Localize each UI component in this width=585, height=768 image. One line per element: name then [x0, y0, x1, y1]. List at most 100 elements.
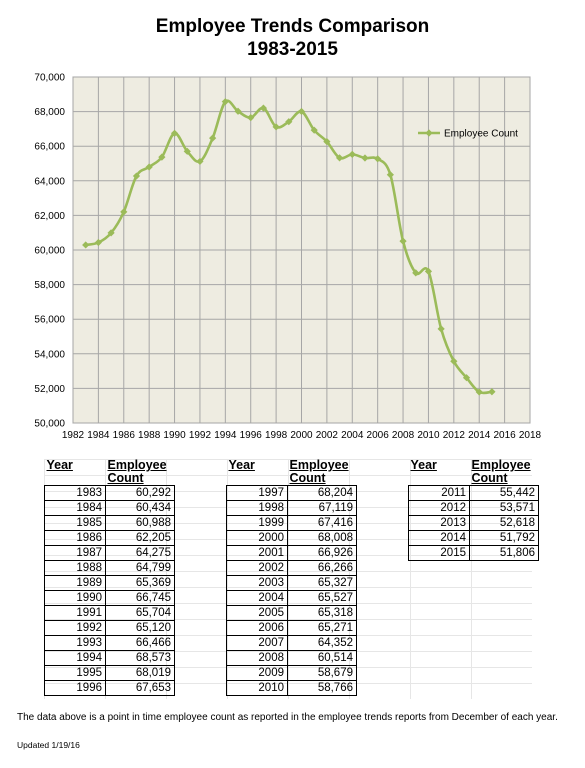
count-cell: 68,008	[287, 530, 357, 546]
data-point	[82, 241, 90, 249]
count-cell: 65,271	[287, 620, 357, 636]
data-point	[170, 129, 179, 137]
data-point	[424, 267, 433, 275]
data-point	[196, 157, 204, 166]
legend-label: Employee Count	[444, 129, 518, 140]
data-point	[437, 325, 445, 333]
count-cell: 65,704	[105, 605, 175, 621]
data-point	[310, 126, 318, 134]
year-cell: 2007	[226, 635, 288, 651]
table-row: 2008 60,514	[226, 650, 357, 666]
count-cell: 67,416	[287, 515, 357, 531]
data-point	[475, 388, 483, 396]
year-cell: 2014	[408, 530, 470, 546]
x-tick-label: 1998	[265, 430, 288, 441]
x-tick-label: 2000	[290, 430, 313, 441]
year-cell: 1989	[44, 575, 106, 591]
x-tick-label: 1992	[189, 430, 212, 441]
data-table-3: Year Employee Count 2011 55,442 2012 53,571 201…	[408, 459, 539, 561]
year-cell: 2011	[408, 485, 470, 501]
table-row: 2007 64,352	[226, 635, 357, 651]
y-tick-label: 58,000	[34, 280, 65, 291]
x-tick-label: 1990	[163, 430, 186, 441]
year-cell: 1992	[44, 620, 106, 636]
table-row: 1992 65,120	[44, 620, 175, 636]
header-employee-count: Employee Count	[289, 458, 349, 485]
year-cell: 1994	[44, 650, 106, 666]
table-header-row: Year Employee Count	[45, 459, 175, 486]
table-row: 2014 51,792	[408, 530, 539, 546]
year-cell: 1983	[44, 485, 106, 501]
count-cell: 65,318	[287, 605, 357, 621]
table-row: 1990 66,745	[44, 590, 175, 606]
y-tick-label: 62,000	[34, 211, 65, 222]
table-row: 2015 51,806	[408, 545, 539, 561]
x-tick-label: 2012	[443, 430, 466, 441]
table-row: 2012 53,571	[408, 500, 539, 516]
count-cell: 67,653	[105, 680, 175, 696]
table-row: 1996 67,653	[44, 680, 175, 696]
x-tick-label: 1996	[240, 430, 263, 441]
table-row: 1989 65,369	[44, 575, 175, 591]
y-tick-label: 66,000	[34, 142, 65, 153]
x-tick-label: 2014	[468, 430, 491, 441]
year-cell: 2012	[408, 500, 470, 516]
header-employee-count: Employee Count	[107, 458, 167, 485]
data-point	[221, 98, 229, 106]
data-point	[272, 123, 280, 131]
year-cell: 1986	[44, 530, 106, 546]
table-header-row: Year Employee Count	[409, 459, 539, 486]
data-point	[158, 153, 166, 161]
table-row: 1997 68,204	[226, 485, 357, 501]
count-cell: 66,926	[287, 545, 357, 561]
table-row: 2009 58,679	[226, 665, 357, 681]
year-cell: 1988	[44, 560, 106, 576]
year-cell: 2001	[226, 545, 288, 561]
x-tick-label: 1984	[87, 430, 110, 441]
y-tick-label: 68,000	[34, 107, 65, 118]
count-cell: 65,327	[287, 575, 357, 591]
y-tick-label: 54,000	[34, 349, 65, 360]
legend-marker	[425, 129, 433, 137]
table-row: 1987 64,275	[44, 545, 175, 561]
table-row: 1994 68,573	[44, 650, 175, 666]
count-cell: 65,527	[287, 590, 357, 606]
year-cell: 2000	[226, 530, 288, 546]
table-row: 1984 60,434	[44, 500, 175, 516]
year-cell: 2009	[226, 665, 288, 681]
count-cell: 68,204	[287, 485, 357, 501]
line-chart: 50,000 52,000 54,000 56,000 58,000 60,000 62,0…	[34, 73, 541, 442]
y-tick-label: 52,000	[34, 384, 65, 395]
table-row: 2011 55,442	[408, 485, 539, 501]
data-point	[285, 118, 293, 126]
year-cell: 2008	[226, 650, 288, 666]
data-point	[120, 208, 128, 216]
header-employee-count: Employee Count	[471, 458, 531, 485]
data-point	[94, 238, 102, 247]
count-cell: 64,352	[287, 635, 357, 651]
table-row: 1991 65,704	[44, 605, 175, 621]
data-point	[374, 155, 382, 163]
year-cell: 1984	[44, 500, 106, 516]
count-cell: 51,806	[469, 545, 539, 561]
x-tick-label: 2004	[341, 430, 364, 441]
count-cell: 60,434	[105, 500, 175, 516]
data-table-2: Year Employee Count 1997 68,204 1998 67,119 199…	[226, 459, 357, 696]
year-cell: 2003	[226, 575, 288, 591]
data-point	[488, 388, 496, 396]
table-row: 1986 62,205	[44, 530, 175, 546]
count-cell: 52,618	[469, 515, 539, 531]
table-row: 2000 68,008	[226, 530, 357, 546]
count-cell: 60,514	[287, 650, 357, 666]
data-point	[145, 163, 153, 171]
table-row: 2006 65,271	[226, 620, 357, 636]
count-cell: 66,266	[287, 560, 357, 576]
year-cell: 1993	[44, 635, 106, 651]
count-cell: 51,792	[469, 530, 539, 546]
count-cell: 55,442	[469, 485, 539, 501]
year-cell: 2002	[226, 560, 288, 576]
count-cell: 64,275	[105, 545, 175, 561]
year-cell: 1985	[44, 515, 106, 531]
data-point	[450, 357, 458, 365]
year-cell: 1997	[226, 485, 288, 501]
